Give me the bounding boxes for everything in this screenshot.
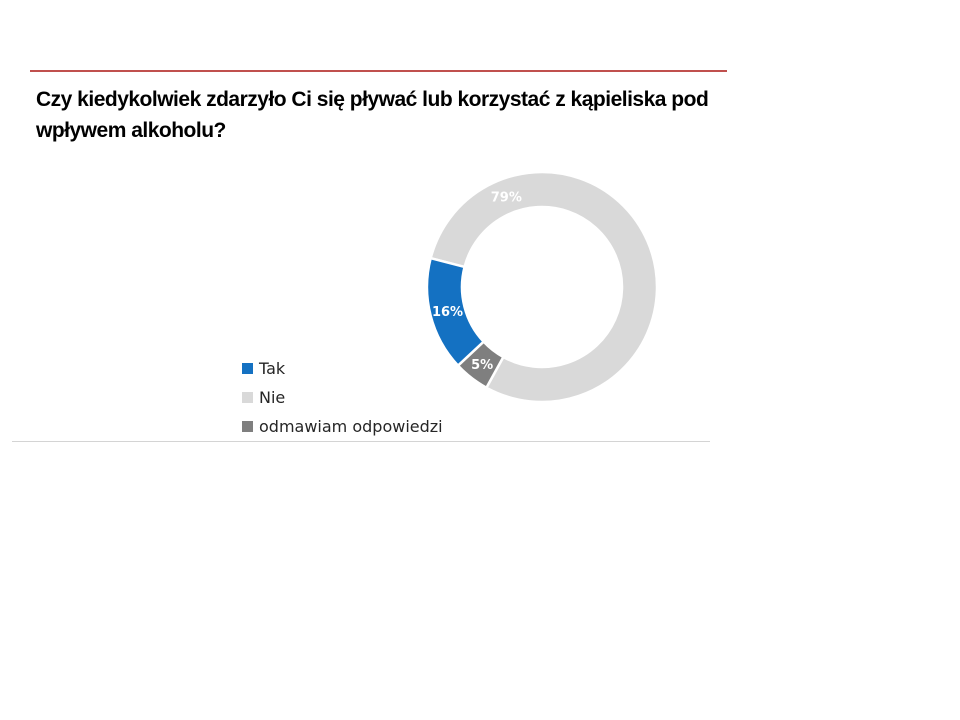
legend-label-nie: Nie [259,388,286,407]
legend-swatch-odmawiam [242,421,253,432]
chart-title: Czy kiedykolwiek zdarzyło Ci się pływać … [36,88,709,142]
chart-legend: Tak Nie odmawiam odpowiedzi [242,354,443,441]
legend-item-nie: Nie [242,383,443,412]
legend-swatch-tak [242,363,253,374]
title-rule [30,70,727,72]
legend-swatch-nie [242,392,253,403]
bottom-rule [12,441,710,442]
legend-label-tak: Tak [259,359,286,378]
legend-item-odmawiam: odmawiam odpowiedzi [242,412,443,441]
slice-tak [425,256,486,368]
legend-label-odmawiam: odmawiam odpowiedzi [259,417,443,436]
legend-item-tak: Tak [242,354,443,383]
slice-nie [429,170,659,404]
data-label-tak: 16% [432,305,463,320]
data-label-nie: 79% [491,190,522,205]
data-label-odmawiam: 5% [471,358,493,373]
